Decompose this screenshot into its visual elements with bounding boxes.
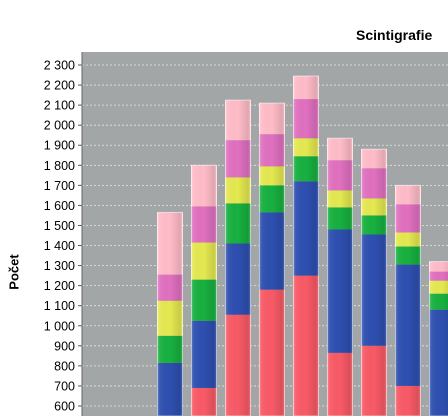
y-tick-label: 700 — [54, 379, 75, 393]
y-tick-label: 1 700 — [44, 179, 75, 193]
bar-shading-6 — [327, 138, 353, 416]
y-tick-label: 1 400 — [44, 239, 75, 253]
y-tick-label: 1 100 — [44, 299, 75, 313]
y-tick-label: 1 300 — [44, 259, 75, 273]
y-tick-label: 2 100 — [44, 99, 75, 113]
y-tick-label: 2 200 — [44, 79, 75, 93]
bars — [157, 75, 448, 416]
y-tick-label: 1 500 — [44, 219, 75, 233]
bar-shading-4 — [259, 103, 285, 416]
bar-outline-3 — [225, 99, 251, 416]
bar-shading-1 — [157, 212, 183, 416]
bar-shading-2 — [191, 165, 217, 416]
bar-outline-8 — [395, 184, 421, 416]
y-tick-label: 900 — [54, 339, 75, 353]
y-tick-label: 800 — [54, 359, 75, 373]
bar-outline-1 — [157, 211, 183, 416]
bar-shading-5 — [293, 76, 319, 416]
bar-shading-3 — [225, 100, 251, 416]
bar-outline-9 — [429, 261, 448, 416]
bar-shading-7 — [361, 149, 387, 416]
y-tick-label: 600 — [54, 400, 75, 414]
bar-outline-5 — [293, 75, 319, 416]
y-tick-label: 1 900 — [44, 139, 75, 153]
bar-outline-2 — [191, 164, 217, 416]
chart-title: Scintigrafie — [356, 27, 433, 43]
y-tick-label: 1 200 — [44, 279, 75, 293]
y-tick-label: 1 600 — [44, 199, 75, 213]
bar-outline-6 — [327, 137, 353, 416]
y-tick-label: 1 000 — [44, 319, 75, 333]
y-tick-label: 1 800 — [44, 159, 75, 173]
y-axis: 600 700 800 900 1 000 1 100 1 200 1 300 1 400 1 5… — [44, 52, 83, 416]
bar-shading-8 — [395, 185, 421, 416]
y-tick-label: 2 000 — [44, 119, 75, 133]
bar-shading-9 — [429, 261, 448, 416]
y-tick-label: 2 300 — [44, 59, 75, 73]
bar-outline-4 — [259, 102, 285, 416]
